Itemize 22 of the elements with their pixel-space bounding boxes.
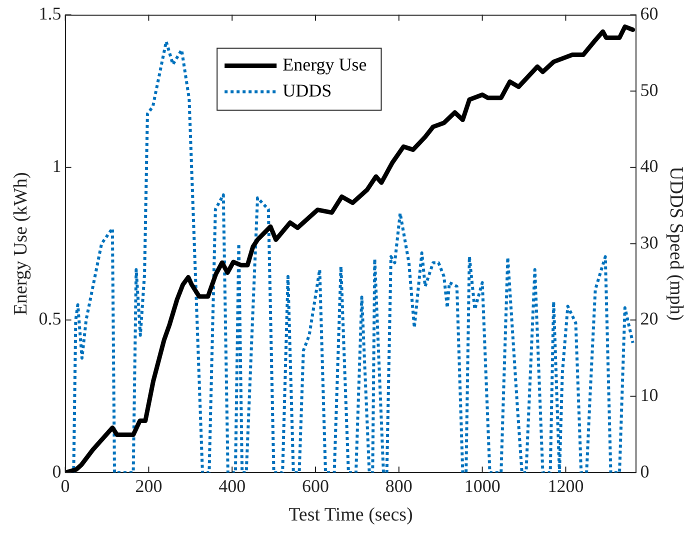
y2-tick-label: 0 xyxy=(640,461,650,482)
y2-axis-title: UDDS Speed (mph) xyxy=(666,166,687,321)
y-tick-label: 0 xyxy=(52,461,62,482)
y-axis-title: Energy Use (kWh) xyxy=(10,172,32,316)
x-tick-label: 200 xyxy=(135,476,162,496)
y-tick-label: 0.5 xyxy=(38,308,62,329)
y2-tick-label: 40 xyxy=(640,156,658,176)
y-tick-label: 1 xyxy=(52,156,62,176)
legend-label: Energy Use xyxy=(282,54,367,75)
legend-label: UDDS xyxy=(282,80,332,101)
y-tick-label: 1.5 xyxy=(38,4,62,24)
x-tick-label: 1000 xyxy=(464,476,500,496)
y2-tick-label: 20 xyxy=(640,308,658,329)
y2-tick-label: 10 xyxy=(640,385,658,406)
y2-tick-label: 60 xyxy=(640,4,658,24)
x-tick-label: 400 xyxy=(218,476,246,496)
x-axis-title: Test Time (secs) xyxy=(288,504,413,526)
x-tick-label: 800 xyxy=(385,476,412,496)
x-tick-label: 1200 xyxy=(548,476,584,496)
x-tick-label: 600 xyxy=(302,476,330,496)
y2-tick-label: 50 xyxy=(640,80,658,100)
y2-tick-label: 30 xyxy=(640,232,658,252)
